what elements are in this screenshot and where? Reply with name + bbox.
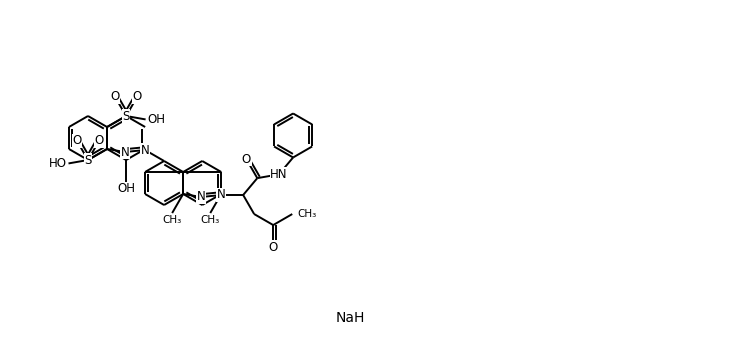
Text: CH₃: CH₃ <box>163 215 182 225</box>
Text: O: O <box>268 240 278 254</box>
Text: O: O <box>242 152 251 166</box>
Text: HO: HO <box>49 157 67 170</box>
Text: S: S <box>122 110 130 122</box>
Text: N: N <box>217 189 226 201</box>
Text: OH: OH <box>148 113 166 126</box>
Text: N: N <box>141 143 149 157</box>
Text: N: N <box>196 190 206 204</box>
Text: HN: HN <box>270 168 288 181</box>
Text: O: O <box>110 90 120 103</box>
Text: O: O <box>133 90 142 103</box>
Text: O: O <box>94 134 104 148</box>
Text: OH: OH <box>117 182 135 196</box>
Text: S: S <box>84 153 92 166</box>
Text: CH₃: CH₃ <box>201 215 220 225</box>
Text: O: O <box>72 134 82 148</box>
Text: NaH: NaH <box>335 311 364 325</box>
Text: CH₃: CH₃ <box>297 209 316 219</box>
Text: N: N <box>121 145 130 158</box>
